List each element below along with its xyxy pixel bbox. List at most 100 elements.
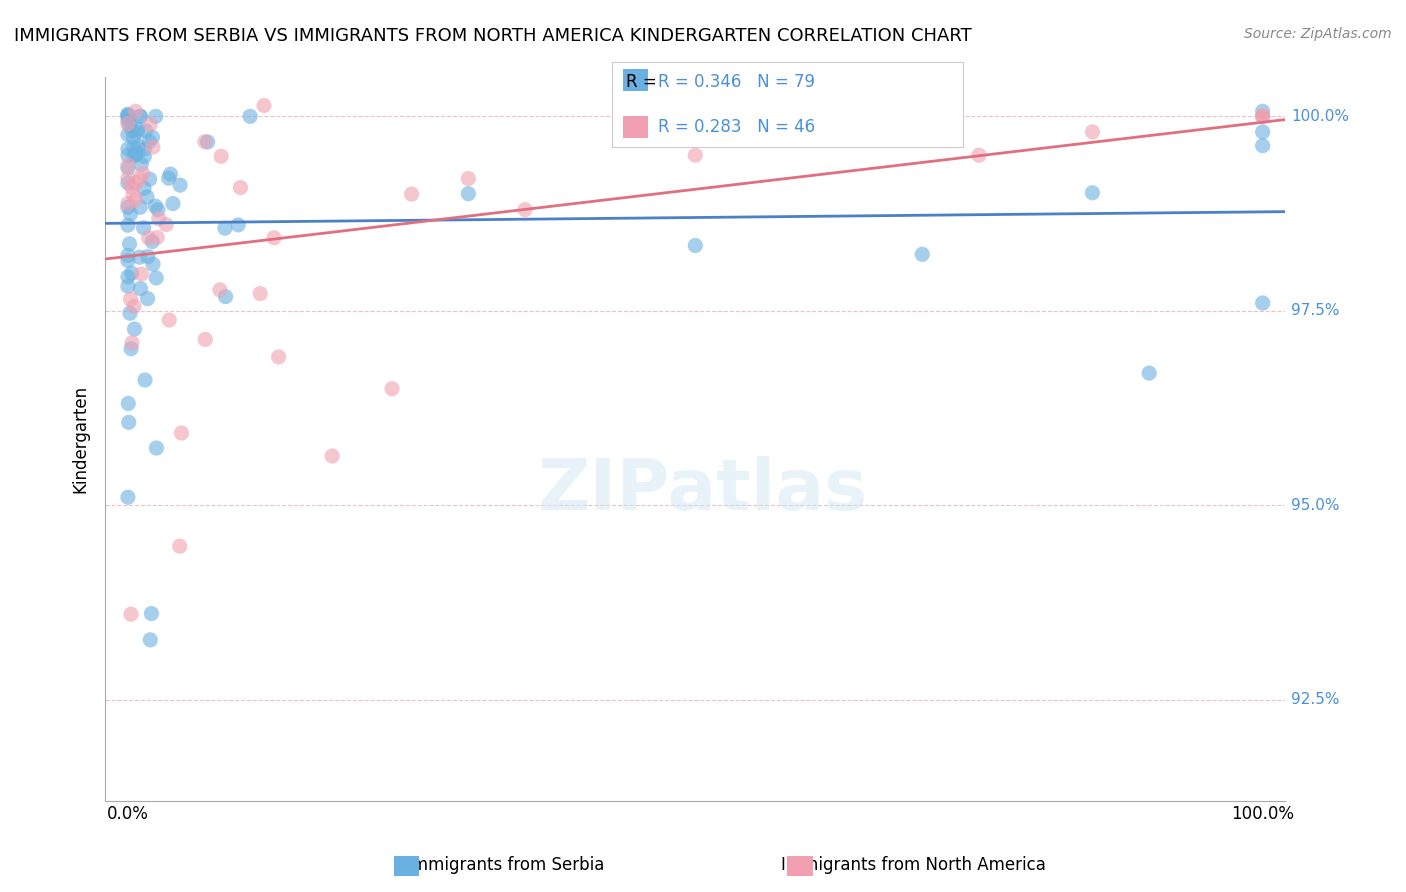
Point [267,350,290,364]
Point [117,396,139,410]
Point [117,253,139,268]
Point [146,202,169,217]
Point [117,108,139,122]
Point [457,186,479,201]
Point [118,306,141,320]
Point [194,332,217,346]
Point [145,271,167,285]
Point [169,178,191,193]
Point [117,158,139,172]
Point [1251,109,1274,123]
Point [120,342,142,356]
Point [157,313,180,327]
Point [117,161,139,175]
Point [121,179,143,194]
Point [134,373,156,387]
Point [1251,109,1274,123]
Point [121,123,143,137]
Point [129,171,152,186]
Point [139,632,162,647]
Text: Source: ZipAtlas.com: Source: ZipAtlas.com [1244,27,1392,41]
Point [145,441,167,455]
Point [117,279,139,293]
Point [120,607,142,622]
Point [1251,104,1274,119]
Point [249,286,271,301]
Text: 92.5%: 92.5% [1291,692,1340,707]
Point [120,207,142,221]
Point [139,118,162,132]
Point [239,109,262,123]
Point [132,166,155,180]
Point [138,135,160,149]
Point [911,247,934,261]
Point [117,171,139,186]
Point [124,193,146,207]
Point [685,238,707,252]
Point [117,196,139,211]
Point [131,267,153,281]
Point [321,449,343,463]
Point [127,122,149,136]
Point [120,293,142,307]
Point [134,150,156,164]
Point [1251,125,1274,139]
Point [121,266,143,280]
Point [148,211,170,226]
Point [157,171,180,186]
Point [197,135,219,149]
Point [209,149,232,163]
Point [118,236,141,251]
Point [129,109,152,123]
Point [138,230,160,244]
Point [122,148,145,162]
Point [1251,109,1274,123]
Point [117,148,139,162]
Point [136,292,159,306]
Point [117,200,139,214]
Point [122,187,145,202]
Point [128,250,150,264]
Point [141,607,163,621]
Point [117,113,139,128]
Point [117,117,139,131]
Point [129,200,152,214]
Point [134,142,156,156]
Point [253,98,276,112]
Point [121,335,143,350]
Point [142,140,165,154]
Point [1251,138,1274,153]
Point [381,382,404,396]
Point [214,289,236,303]
Point [129,282,152,296]
Point [797,125,820,139]
Point [124,104,146,119]
Point [159,167,181,181]
Point [141,235,163,249]
Point [136,190,159,204]
Point [118,118,141,132]
Point [132,220,155,235]
Point [401,187,423,202]
Point [169,539,191,553]
Point [129,157,152,171]
Text: Immigrants from North America: Immigrants from North America [782,856,1046,874]
Point [967,148,990,162]
Y-axis label: Kindergarten: Kindergarten [72,385,89,493]
Text: IMMIGRANTS FROM SERBIA VS IMMIGRANTS FROM NORTH AMERICA KINDERGARTEN CORRELATION: IMMIGRANTS FROM SERBIA VS IMMIGRANTS FRO… [14,27,972,45]
Point [141,130,163,145]
Point [122,140,145,154]
Point [117,128,139,142]
Point [1251,296,1274,310]
Point [145,199,167,213]
Point [129,109,152,123]
Point [263,231,285,245]
Point [229,180,252,194]
Text: 100.0%: 100.0% [1291,109,1350,124]
Point [127,139,149,153]
Point [117,269,139,284]
Point [117,107,139,121]
Point [1137,366,1160,380]
Point [117,490,139,504]
Point [136,250,159,264]
